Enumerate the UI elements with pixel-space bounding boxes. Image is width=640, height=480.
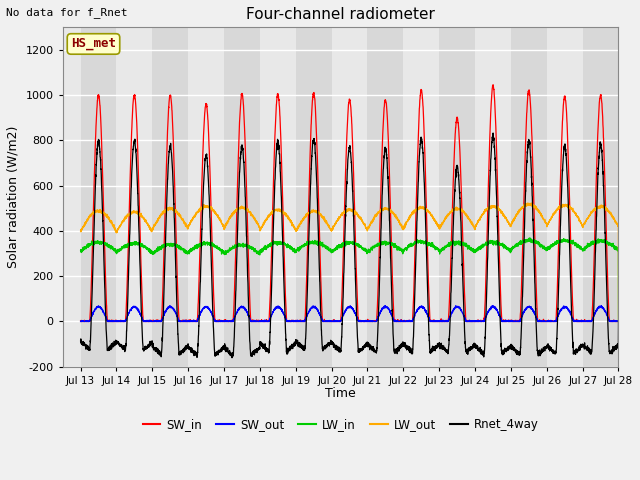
Text: HS_met: HS_met — [71, 37, 116, 50]
Bar — [296, 27, 332, 367]
Text: No data for f_Rnet: No data for f_Rnet — [6, 7, 128, 18]
Bar — [511, 27, 547, 367]
Bar — [332, 27, 367, 367]
Legend: SW_in, SW_out, LW_in, LW_out, Rnet_4way: SW_in, SW_out, LW_in, LW_out, Rnet_4way — [138, 413, 543, 436]
X-axis label: Time: Time — [325, 387, 356, 400]
Bar — [403, 27, 439, 367]
Bar — [81, 27, 116, 367]
Bar — [439, 27, 475, 367]
Bar — [260, 27, 296, 367]
Bar — [475, 27, 511, 367]
Bar — [582, 27, 618, 367]
Y-axis label: Solar radiation (W/m2): Solar radiation (W/m2) — [7, 126, 20, 268]
Bar — [152, 27, 188, 367]
Title: Four-channel radiometer: Four-channel radiometer — [246, 7, 435, 22]
Bar — [224, 27, 260, 367]
Bar — [367, 27, 403, 367]
Bar — [188, 27, 224, 367]
Bar — [547, 27, 582, 367]
Bar — [116, 27, 152, 367]
